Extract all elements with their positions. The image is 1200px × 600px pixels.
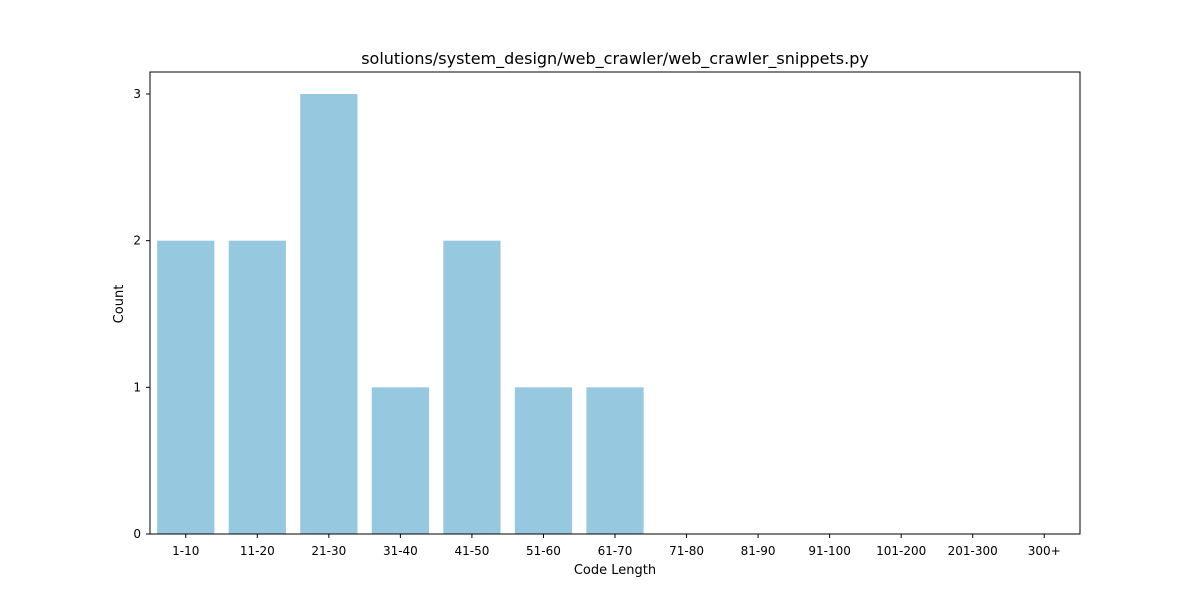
y-axis-label: Count [112,285,127,324]
bar-41-50 [443,240,501,535]
x-tick-label: 61-70 [598,544,633,558]
y-axis: 0 1 2 3 [133,87,150,541]
bar-21-30 [300,94,358,534]
y-tick-label: 3 [133,87,141,101]
bar-1-10 [157,240,215,535]
x-tick-label: 11-20 [240,544,275,558]
x-axis-label: Code Length [574,563,656,578]
x-axis: 1-10 11-20 21-30 31-40 41-50 51-60 61-70 71-80 8… [172,534,1061,558]
y-tick-label: 1 [133,380,141,394]
bar-51-60 [514,387,573,534]
bars-group [157,94,644,535]
x-tick-label: 101-200 [876,544,926,558]
x-tick-label: 1-10 [172,544,199,558]
x-tick-label: 91-100 [808,544,851,558]
bar-61-70 [586,387,644,534]
x-tick-label: 81-90 [741,544,776,558]
x-tick-label: 51-60 [526,544,561,558]
x-tick-label: 31-40 [383,544,418,558]
x-tick-label: 41-50 [454,544,489,558]
y-tick-label: 2 [133,234,141,248]
bar-11-20 [228,240,286,535]
bar-31-40 [371,387,429,534]
x-tick-label: 201-300 [948,544,998,558]
y-tick-label: 0 [133,527,141,541]
x-tick-label: 71-80 [669,544,704,558]
x-tick-label: 300+ [1028,544,1061,558]
chart-title: solutions/system_design/web_crawler/web_… [361,49,869,69]
x-tick-label: 21-30 [311,544,346,558]
